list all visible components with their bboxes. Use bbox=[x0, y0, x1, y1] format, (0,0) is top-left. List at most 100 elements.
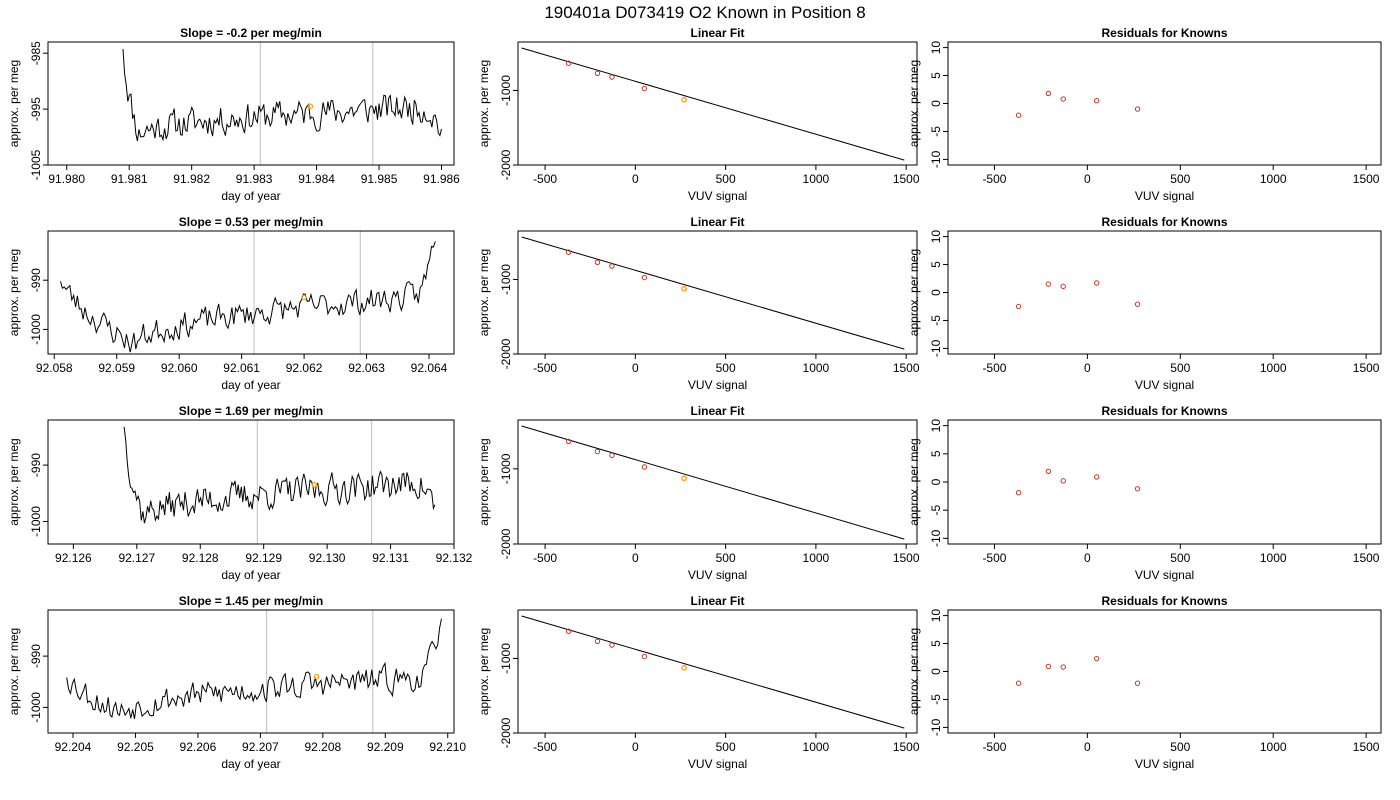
x-axis-label: VUV signal bbox=[1135, 757, 1194, 771]
y-axis-label: approx. per meg bbox=[7, 628, 21, 715]
x-tick-label: 0 bbox=[1084, 361, 1091, 375]
data-point bbox=[609, 74, 615, 80]
plot-frame bbox=[47, 419, 455, 545]
data-point bbox=[1093, 98, 1100, 104]
y-axis-label: approx. per meg bbox=[907, 438, 921, 525]
x-tick-label: 92.128 bbox=[182, 551, 219, 565]
x-tick-label: 500 bbox=[1170, 172, 1190, 186]
x-tick-label: 1500 bbox=[893, 740, 920, 754]
x-tick-label: 92.127 bbox=[118, 551, 155, 565]
panel-title: Linear Fit bbox=[690, 215, 744, 229]
y-axis-label: approx. per meg bbox=[477, 249, 491, 336]
y-axis-label: approx. per meg bbox=[907, 249, 921, 336]
panel-4-3: Residuals for Knowns -500 0 500 1000 1500 VUV … bbox=[907, 594, 1382, 771]
highlight-point bbox=[681, 285, 687, 292]
x-tick-label: 91.983 bbox=[236, 172, 273, 186]
x-tick-label: 500 bbox=[716, 361, 736, 375]
y-axis-label: approx. per meg bbox=[7, 249, 21, 336]
x-tick-label: 92.132 bbox=[436, 551, 473, 565]
panel-title: Slope = 0.53 per meg/min bbox=[179, 215, 323, 229]
x-tick-label: 1000 bbox=[803, 361, 830, 375]
x-tick-label: -500 bbox=[982, 361, 1006, 375]
data-point bbox=[1015, 680, 1022, 686]
y-tick-label: -5 bbox=[929, 126, 943, 137]
y-tick-label: 10 bbox=[929, 609, 943, 623]
panel-title: Slope = 1.45 per meg/min bbox=[179, 594, 323, 608]
y-tick-label: -1000 bbox=[499, 643, 513, 674]
figure-title: 190401a D073419 O2 Known in Position 8 bbox=[544, 3, 865, 22]
plot-frame bbox=[47, 609, 455, 734]
y-tick-label: 0 bbox=[929, 478, 943, 485]
x-tick-label: 1500 bbox=[893, 172, 920, 186]
data-point bbox=[594, 448, 601, 455]
x-tick-label: 92.059 bbox=[98, 361, 135, 375]
panel-2-1: Slope = 0.53 per meg/min 92.058 92.059 92.0… bbox=[7, 215, 455, 392]
y-axis-label: approx. per meg bbox=[7, 438, 21, 525]
data-point bbox=[594, 70, 601, 77]
x-tick-label: 92.058 bbox=[36, 361, 73, 375]
plot-frame bbox=[947, 609, 1382, 734]
x-tick-label: 92.206 bbox=[180, 740, 217, 754]
y-tick-label: -5 bbox=[929, 505, 943, 516]
y-axis-label: approx. per meg bbox=[477, 60, 491, 147]
x-axis-label: VUV signal bbox=[688, 378, 747, 392]
x-tick-label: -500 bbox=[533, 172, 557, 186]
x-tick-label: 1500 bbox=[1353, 361, 1380, 375]
series-line bbox=[122, 48, 442, 142]
y-tick-label: -1000 bbox=[29, 314, 43, 345]
y-tick-label: -990 bbox=[29, 644, 43, 668]
y-tick-label: 0 bbox=[929, 668, 943, 675]
highlight-point bbox=[681, 475, 687, 482]
data-point bbox=[641, 653, 648, 660]
data-point bbox=[1045, 281, 1052, 287]
x-tick-label: 92.061 bbox=[223, 361, 260, 375]
y-tick-label: -1000 bbox=[499, 75, 513, 106]
panel-4-1: Slope = 1.45 per meg/min 92.204 92.205 92.2… bbox=[7, 594, 466, 771]
y-tick-label: -995 bbox=[29, 97, 43, 121]
x-tick-label: 1000 bbox=[1260, 551, 1287, 565]
data-point bbox=[1060, 283, 1066, 290]
panels: Slope = -0.2 per meg/min 91.980 91.981 91.9… bbox=[7, 26, 1382, 771]
y-tick-label: -2000 bbox=[499, 149, 513, 180]
y-axis-label: approx. per meg bbox=[907, 60, 921, 147]
x-tick-label: 1000 bbox=[803, 172, 830, 186]
data-point bbox=[1134, 486, 1141, 492]
data-point bbox=[594, 638, 601, 645]
y-tick-label: -2000 bbox=[499, 717, 513, 748]
y-tick-label: 10 bbox=[929, 41, 943, 55]
x-tick-label: 92.205 bbox=[117, 740, 154, 754]
fit-line bbox=[521, 615, 905, 729]
x-tick-label: 92.060 bbox=[161, 361, 198, 375]
x-tick-label: 92.063 bbox=[348, 361, 385, 375]
y-tick-label: -990 bbox=[29, 268, 43, 292]
x-tick-label: -500 bbox=[982, 740, 1006, 754]
x-tick-label: 92.064 bbox=[411, 361, 448, 375]
data-point bbox=[1134, 680, 1141, 686]
data-point bbox=[565, 60, 572, 66]
x-tick-label: -500 bbox=[982, 551, 1006, 565]
y-tick-label: 10 bbox=[929, 230, 943, 244]
panel-3-3: Residuals for Knowns -500 0 500 1000 1500 VUV … bbox=[907, 404, 1382, 582]
panel-title: Slope = -0.2 per meg/min bbox=[180, 26, 322, 40]
y-axis-label: approx. per meg bbox=[477, 628, 491, 715]
panel-2-3: Residuals for Knowns -500 0 500 1000 1500 VUV … bbox=[907, 215, 1382, 392]
x-tick-label: -500 bbox=[982, 172, 1006, 186]
data-point bbox=[1045, 663, 1052, 670]
y-tick-label: 5 bbox=[929, 261, 943, 268]
highlight-point bbox=[301, 294, 307, 301]
y-tick-label: -1005 bbox=[29, 149, 43, 180]
x-tick-label: 0 bbox=[632, 361, 639, 375]
y-tick-label: -1000 bbox=[29, 692, 43, 723]
panel-2-2: Linear Fit -500 0 500 1000 1500 VUV signal -100… bbox=[477, 215, 920, 392]
y-tick-label: 5 bbox=[929, 72, 943, 79]
panel-title: Linear Fit bbox=[690, 404, 744, 418]
panel-3-1: Slope = 1.69 per meg/min 92.126 92.127 92.1… bbox=[7, 404, 473, 582]
highlight-point bbox=[681, 664, 687, 671]
y-tick-label: -2000 bbox=[499, 338, 513, 369]
x-tick-label: 0 bbox=[1084, 740, 1091, 754]
x-axis-label: VUV signal bbox=[688, 757, 747, 771]
x-tick-label: 92.210 bbox=[429, 740, 466, 754]
x-tick-label: 92.204 bbox=[55, 740, 92, 754]
x-axis-label: VUV signal bbox=[1135, 378, 1194, 392]
